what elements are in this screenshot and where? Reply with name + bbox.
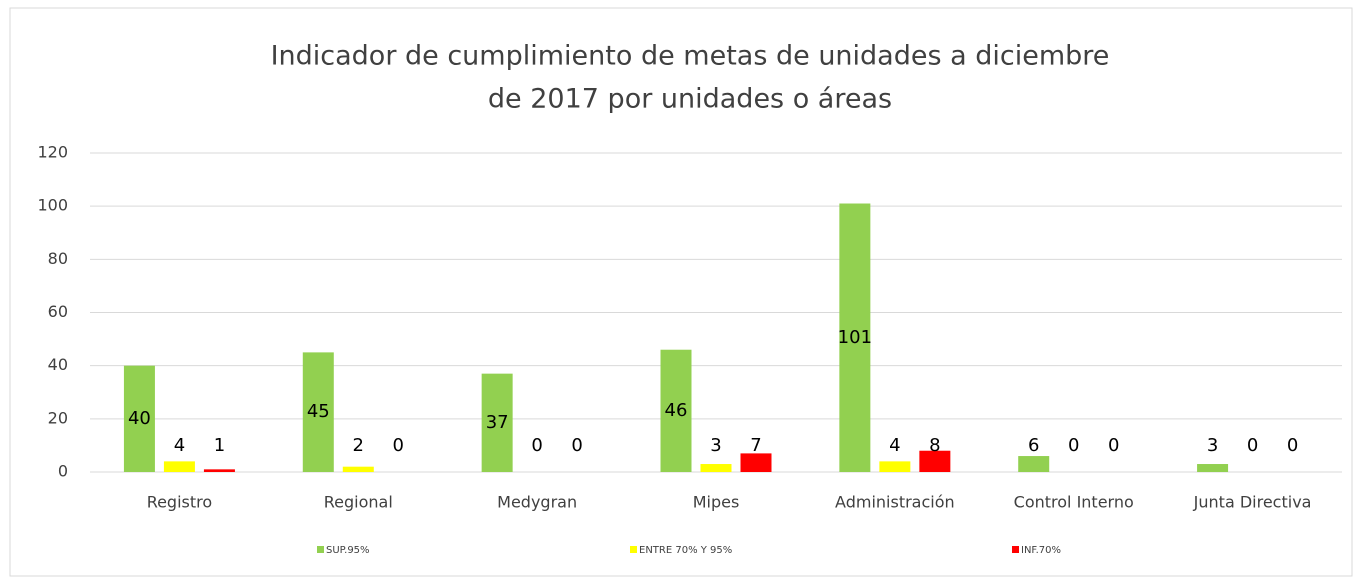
y-tick-label: 60 <box>48 302 68 321</box>
value-label: 3 <box>1207 435 1218 456</box>
legend-label: ENTRE 70% Y 95% <box>639 545 732 556</box>
bar <box>919 450 951 472</box>
x-tick-label: Administración <box>835 493 955 512</box>
value-label: 8 <box>929 435 940 456</box>
bar <box>163 461 195 472</box>
legend-swatch <box>1012 546 1019 553</box>
value-label: 6 <box>1028 435 1039 456</box>
value-label: 3 <box>710 435 721 456</box>
bar <box>302 352 334 472</box>
x-tick-label: Junta Directiva <box>1193 493 1312 512</box>
value-label: 46 <box>665 400 688 421</box>
legend-label: SUP.95% <box>326 545 370 556</box>
bar <box>839 203 871 472</box>
y-tick-label: 40 <box>48 355 68 374</box>
value-label: 0 <box>1068 435 1079 456</box>
value-label: 0 <box>1287 435 1298 456</box>
chart-frame <box>9 7 1353 577</box>
bar <box>203 469 235 472</box>
x-tick-label: Medygran <box>497 493 577 512</box>
bar <box>1018 456 1050 472</box>
bar <box>740 453 772 472</box>
y-tick-label: 20 <box>48 408 68 427</box>
value-label: 4 <box>174 435 185 456</box>
value-label: 0 <box>1108 435 1119 456</box>
bar <box>481 373 513 472</box>
value-label: 0 <box>531 435 542 456</box>
y-tick-label: 80 <box>48 249 68 268</box>
value-label: 45 <box>307 401 330 422</box>
y-tick-label: 100 <box>37 196 68 215</box>
legend-swatch <box>317 546 324 553</box>
value-label: 37 <box>486 412 509 433</box>
value-label: 7 <box>750 435 761 456</box>
value-label: 1 <box>214 435 225 456</box>
bar <box>700 464 732 472</box>
legend-label: INF.70% <box>1021 545 1061 556</box>
x-tick-label: Regional <box>324 493 393 512</box>
value-label: 4 <box>889 435 900 456</box>
x-tick-label: Mipes <box>693 493 740 512</box>
value-label: 2 <box>353 435 364 456</box>
chart-title: de 2017 por unidades o áreas <box>488 84 892 115</box>
value-label: 0 <box>571 435 582 456</box>
y-tick-label: 120 <box>37 143 68 162</box>
value-label: 40 <box>128 408 151 429</box>
legend-swatch <box>630 546 637 553</box>
bar <box>660 349 692 472</box>
bar <box>1197 464 1229 472</box>
y-tick-label: 0 <box>58 462 68 481</box>
x-tick-label: Control Interno <box>1014 493 1134 512</box>
bar <box>342 466 374 472</box>
chart-title: Indicador de cumplimiento de metas de un… <box>271 41 1110 72</box>
bar <box>879 461 911 472</box>
value-label: 101 <box>838 327 872 348</box>
bar <box>123 365 155 472</box>
x-tick-label: Registro <box>147 493 212 512</box>
value-label: 0 <box>1247 435 1258 456</box>
value-label: 0 <box>393 435 404 456</box>
